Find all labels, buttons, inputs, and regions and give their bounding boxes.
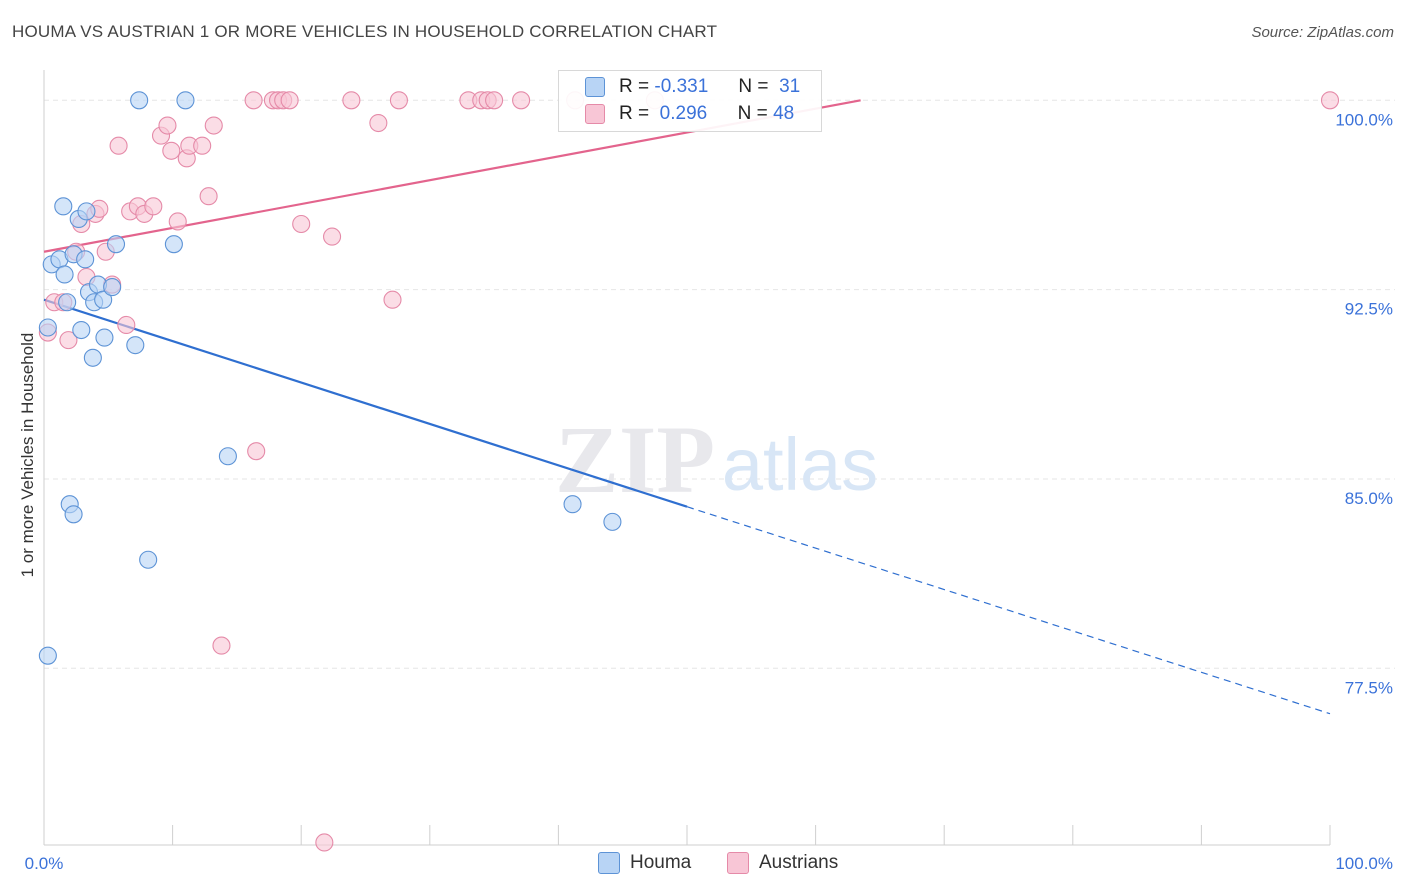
grid-lines [44, 99, 1395, 669]
n-label: N = [738, 76, 769, 97]
austrians-point [59, 331, 78, 350]
austrians-point [117, 315, 136, 335]
legend-label-austrians: Austrians [759, 852, 839, 873]
source-label: Source: ZipAtlas.com [1251, 24, 1394, 41]
correlation-legend: R = -0.331 N = 31 R = 0.296 N = 48 [558, 70, 822, 132]
houma-point [126, 336, 145, 355]
y-tick-label: 92.5% [1345, 300, 1393, 319]
r-label: R = [619, 76, 650, 97]
houma-point [603, 512, 622, 531]
austrians-point [162, 141, 181, 160]
data-points [38, 91, 1340, 852]
series-legend: Houma Austrians [0, 852, 1406, 878]
n-label: N = [737, 103, 768, 124]
legend-item-houma: Houma [598, 852, 691, 874]
houma-point [139, 550, 158, 569]
austrians-point [247, 442, 266, 461]
houma-point [176, 91, 195, 110]
watermark-atlas: atlas [722, 423, 878, 506]
trend-line-dashed [686, 506, 1331, 715]
houma-point [563, 495, 582, 514]
houma-point [64, 505, 83, 524]
austrians-point [109, 136, 128, 155]
axes [43, 70, 1331, 846]
austrians-point [168, 212, 187, 231]
austrians-point [244, 91, 263, 110]
austrians-swatch [727, 852, 749, 874]
y-tick-label: 77.5% [1345, 678, 1393, 697]
houma-point [72, 320, 91, 340]
houma-point [130, 91, 149, 110]
tick-labels: 77.5% 85.0% 92.5% 100.0% 0.0% 100.0% [25, 110, 1393, 873]
y-tick-label: 85.0% [1345, 489, 1393, 508]
houma-point [38, 318, 57, 337]
austrians-point [369, 113, 388, 133]
austrians-point [199, 187, 218, 206]
houma-point [55, 265, 74, 284]
legend-row-houma: R = -0.331 N = 31 [585, 75, 800, 99]
n-value: 31 [779, 76, 801, 97]
austrians-point [512, 91, 531, 110]
austrians-point [389, 91, 408, 110]
x-tick-label: 100.0% [1335, 854, 1393, 873]
legend-row-austrians: R = 0.296 N = 48 [585, 102, 794, 126]
watermark-zip: ZIP [555, 406, 715, 513]
austrians-swatch [585, 104, 605, 124]
houma-point [164, 235, 183, 254]
houma-swatch [585, 77, 605, 97]
houma-point [77, 202, 96, 221]
r-label: R = [619, 103, 650, 124]
austrians-point [212, 636, 231, 655]
x-tick-label: 0.0% [25, 854, 64, 873]
houma-point [94, 290, 113, 309]
houma-point [76, 250, 95, 269]
austrians-point [204, 116, 223, 135]
austrians-point [315, 833, 334, 852]
y-tick-label: 100.0% [1335, 110, 1393, 129]
houma-point [106, 235, 126, 254]
austrians-point [485, 91, 504, 110]
legend-label-houma: Houma [630, 852, 692, 873]
houma-point [83, 348, 102, 367]
legend-item-austrians: Austrians [727, 852, 838, 874]
n-value: 48 [773, 103, 795, 124]
houma-swatch [598, 852, 620, 874]
houma-point [38, 646, 57, 665]
austrians-point [144, 197, 163, 216]
austrians-point [1320, 91, 1340, 110]
chart-title: HOUMA VS AUSTRIAN 1 OR MORE VEHICLES IN … [12, 22, 718, 41]
austrians-point [342, 91, 361, 110]
houma-point [218, 447, 237, 466]
r-value: 0.296 [659, 103, 708, 124]
austrians-point [193, 136, 212, 155]
trend-line-solid [43, 298, 688, 508]
austrians-point [383, 290, 402, 309]
r-value: -0.331 [654, 76, 709, 97]
houma-point [95, 328, 114, 347]
houma-point [58, 293, 77, 312]
austrians-point [158, 116, 177, 135]
austrians-point [323, 227, 342, 246]
austrians-point [292, 214, 311, 234]
austrians-point [280, 91, 299, 110]
houma-point [103, 278, 122, 297]
houma-point [54, 197, 73, 216]
